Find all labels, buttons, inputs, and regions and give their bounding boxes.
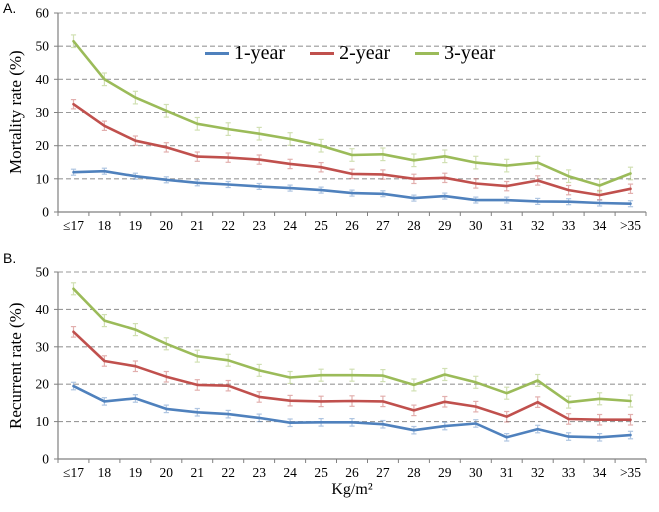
y-tick-label-40: 40 [36,302,50,317]
legend-item-1-year: 1-year [205,42,285,65]
x-tick-label-15: 31 [500,465,514,480]
x-tick-label-7: 23 [252,218,266,233]
legend-swatch-2-year [310,52,335,55]
x-tick-label-8: 24 [283,465,297,480]
legend-item-3-year: 3-year [415,42,495,65]
series-line-2-year [72,330,632,421]
legend-swatch-3-year [415,52,440,55]
y-tick-label-30: 30 [36,339,50,354]
y-tick-label-0: 0 [42,452,49,467]
x-tick-label-8: 24 [283,218,297,233]
x-tick-label-12: 28 [407,465,421,480]
x-tick-label-16: 32 [531,465,545,480]
legend-item-2-year: 2-year [310,42,390,65]
x-tick-label-17: 33 [562,218,576,233]
x-tick-label-7: 23 [252,465,266,480]
x-tick-label-4: 20 [160,218,174,233]
legend-label-2-year: 2-year [339,42,391,64]
panel-b-chart: 0 10 20 30 40 50 ≤17 18 19 20 21 22 23 24 25 26 27 28 29 30… [36,265,647,480]
y-tick-label-50: 50 [36,265,50,280]
x-tick-label-10: 26 [345,218,359,233]
x-tick-label-14: 30 [469,218,483,233]
x-tick-label-14: 30 [469,465,483,480]
panel-a-chart: 0 10 20 30 40 50 60 ≤17 18 19 20 21 22 23 24 25 26 27 28 29… [36,6,647,233]
x-tick-label-19: >35 [620,465,641,480]
x-tick-label-9: 25 [314,218,328,233]
legend: 1-year 2-year 3-year [205,42,495,65]
x-tick-label-18: 34 [593,218,607,233]
x-tick-label-19: >35 [620,218,641,233]
x-tick-label-6: 22 [221,218,235,233]
x-tick-label-17: 33 [562,465,576,480]
x-tick-label-1: ≤17 [63,465,84,480]
y-tick-label-20: 20 [36,138,50,153]
x-tick-label-18: 34 [593,465,607,480]
x-tick-label-16: 32 [531,218,545,233]
y-tick-label-60: 60 [36,6,50,21]
x-tick-label-2: 18 [98,218,112,233]
x-tick-label-11: 27 [376,465,390,480]
x-tick-label-9: 25 [314,465,328,480]
legend-label-3-year: 3-year [444,42,496,64]
y-tick-label-10: 10 [36,414,50,429]
x-tick-label-3: 19 [129,465,143,480]
series-line-3-year [72,39,632,187]
y-tick-label-50: 50 [36,39,50,54]
y-tick-label-10: 10 [36,171,50,186]
x-tick-label-3: 19 [129,218,143,233]
y-tick-label-20: 20 [36,377,50,392]
x-tick-label-4: 20 [160,465,174,480]
x-tick-label-12: 28 [407,218,421,233]
panel-a-label: A. [3,0,17,16]
series-line-3-year [72,287,632,404]
series-line-1-year [72,384,632,439]
legend-label-1-year: 1-year [234,42,286,64]
error-bars-1-year [70,167,634,208]
x-tick-label-15: 31 [500,218,514,233]
legend-swatch-1-year [205,52,229,55]
error-bars-2-year [70,325,634,426]
x-tick-label-13: 29 [438,218,452,233]
y-tick-label-40: 40 [36,72,50,87]
x-tick-label-2: 18 [98,465,112,480]
x-tick-label-10: 26 [345,465,359,480]
y-tick-label-0: 0 [42,205,49,220]
x-tick-label-13: 29 [438,465,452,480]
x-tick-label-5: 21 [191,218,205,233]
panel-b-label: B. [3,250,17,266]
x-tick-label-6: 22 [221,465,235,480]
x-axis-title: Kg/m² [331,481,373,498]
series-line-2-year [72,102,632,197]
x-tick-label-11: 27 [376,218,390,233]
x-tick-label-1: ≤17 [63,218,84,233]
series-line-1-year [72,169,632,205]
x-tick-label-5: 21 [191,465,205,480]
y-tick-label-30: 30 [36,105,50,120]
